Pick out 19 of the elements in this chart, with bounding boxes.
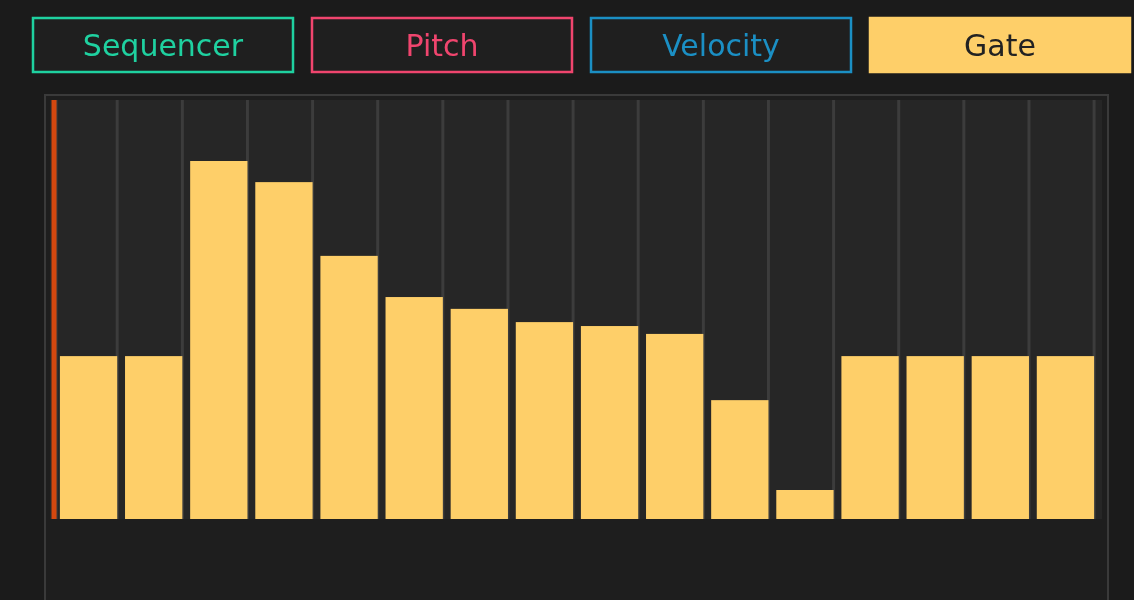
bar	[125, 356, 183, 519]
text: Velocity	[662, 28, 780, 63]
text: Pitch	[405, 28, 479, 63]
bar	[646, 333, 704, 519]
bar	[190, 161, 248, 519]
bar	[515, 322, 574, 519]
bar	[971, 356, 1029, 519]
bar	[385, 297, 443, 519]
bar	[776, 490, 834, 519]
bar	[906, 356, 964, 519]
bar	[711, 400, 769, 519]
bar	[450, 308, 508, 519]
text: Sequencer	[82, 28, 244, 63]
text: Gate	[964, 28, 1036, 63]
bar	[1036, 356, 1095, 519]
bar	[580, 326, 639, 519]
bar	[255, 182, 313, 519]
bar	[320, 255, 378, 519]
bar	[841, 356, 899, 519]
